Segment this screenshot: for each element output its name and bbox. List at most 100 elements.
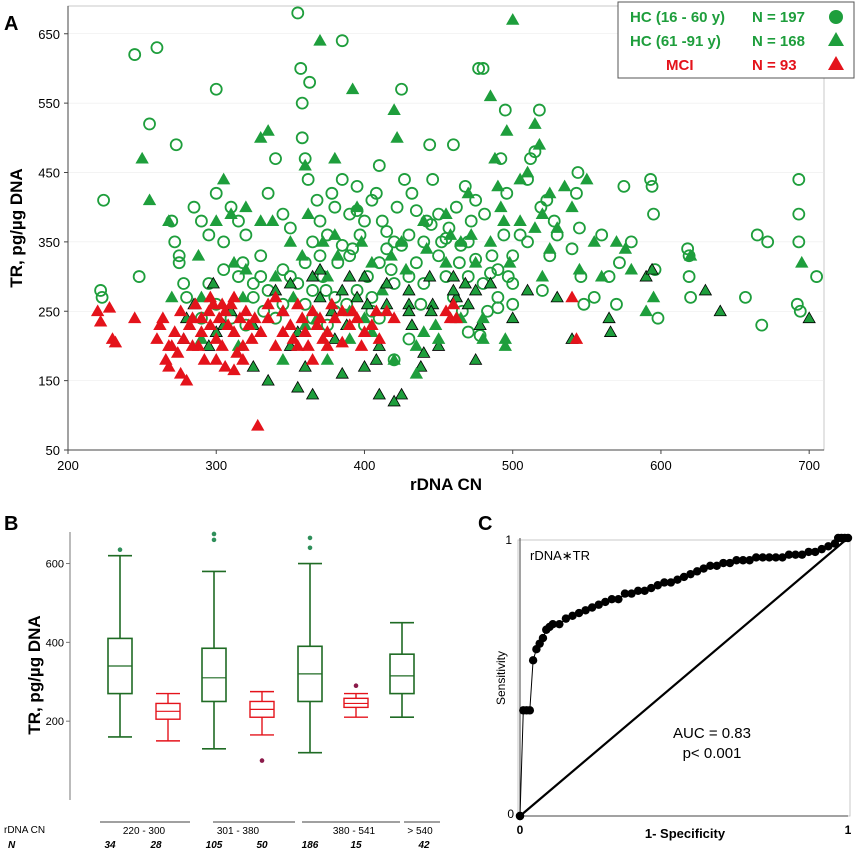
hc-young-point	[513, 228, 527, 242]
group-range-label: > 540	[407, 826, 433, 837]
panel-b-boxplot: 200 400 600 220 - 300 301 - 380 380 - 541 > 5…	[4, 531, 440, 851]
hc-old-point	[503, 255, 517, 268]
hc-young-point	[306, 284, 319, 297]
hc-old-point	[402, 304, 416, 317]
hc-young-point	[506, 277, 520, 290]
hc-young-point	[750, 228, 764, 242]
mci-point	[153, 318, 167, 331]
hc-young-point	[276, 207, 290, 221]
box-body	[389, 653, 415, 695]
mci-point	[227, 325, 241, 337]
group-n-label: 186	[302, 840, 319, 851]
mci-point	[251, 418, 265, 431]
hc-young-point	[358, 214, 371, 228]
hc-young-point	[395, 82, 408, 96]
hc-old-point	[331, 248, 345, 261]
roc-point	[738, 556, 748, 565]
mci-point	[305, 353, 320, 365]
mci-point	[320, 339, 335, 351]
hc-old-point	[565, 200, 579, 213]
mci-point	[173, 304, 188, 317]
x-tick-label: 600	[650, 458, 672, 473]
mci-point	[215, 339, 229, 351]
hc-young-point	[246, 290, 260, 304]
panel-b-y-tick-label: 600	[46, 559, 64, 571]
hc-young-point	[651, 311, 665, 325]
mci-point	[212, 311, 226, 324]
hc-old-point	[342, 332, 357, 344]
hc-young-point	[577, 297, 591, 311]
hc-young-point	[380, 225, 394, 238]
hc-old-point	[446, 283, 461, 296]
hc-young-point	[682, 249, 696, 263]
hc-young-point	[187, 200, 201, 214]
hc-old-point	[439, 255, 453, 268]
hc-old-point	[580, 172, 594, 185]
roc-point	[601, 597, 610, 607]
mci-point	[380, 304, 394, 317]
mci-point	[261, 311, 275, 324]
hc-old-point	[350, 200, 364, 213]
roc-point	[745, 556, 754, 565]
mci-point	[156, 311, 170, 324]
mci-point	[276, 325, 290, 337]
hc-young-point	[95, 290, 109, 304]
hc-young-point	[647, 207, 660, 221]
hc-old-point	[500, 124, 514, 136]
hc-old-point	[417, 214, 431, 226]
mci-point	[215, 297, 229, 310]
hc-old-point	[439, 207, 453, 220]
y-tick-label: 650	[38, 27, 60, 42]
mci-point	[565, 290, 579, 303]
hc-old-point	[328, 332, 342, 344]
roc-point	[824, 542, 833, 551]
hc-young-point	[610, 297, 623, 311]
hc-young-point	[195, 214, 208, 228]
hc-young-point	[217, 263, 231, 277]
mci-point	[171, 346, 185, 358]
hc-young-point	[172, 249, 186, 263]
hc-old-point	[443, 228, 458, 240]
hc-old-point	[354, 235, 369, 247]
hc-young-point	[303, 75, 317, 89]
hc-old-point	[414, 359, 428, 372]
hc-old-point	[498, 339, 512, 351]
roc-point	[627, 589, 636, 598]
legend-label-hc-young: HC (16 - 60 y)	[630, 9, 725, 26]
hc-old-point	[375, 283, 389, 296]
roc-point	[778, 553, 787, 562]
mci-point	[188, 297, 203, 310]
hc-old-point	[320, 269, 335, 282]
auc-annotation: AUC = 0.83	[673, 725, 751, 742]
hc-young-point	[306, 235, 319, 249]
y-tick-label: 250	[38, 304, 60, 319]
hc-old-point	[142, 193, 157, 206]
panel-b-y-tick-label: 400	[46, 637, 64, 649]
hc-young-point	[301, 173, 315, 186]
mci-point	[298, 325, 312, 337]
mci-point	[221, 318, 235, 331]
hc-young-point	[254, 270, 268, 283]
hc-young-point	[295, 96, 309, 110]
hc-old-point	[431, 339, 446, 351]
hc-young-point	[645, 179, 659, 193]
hc-young-point	[143, 117, 156, 131]
hc-old-point	[236, 290, 250, 303]
mci-point	[387, 311, 401, 324]
hc-old-point	[246, 359, 260, 372]
roc-point	[817, 544, 826, 554]
panel-c-ylabel: Sensitivity	[494, 651, 508, 705]
hc-old-point	[265, 214, 280, 226]
hc-old-point	[802, 311, 816, 324]
hc-young-point	[409, 204, 423, 218]
legend-circle-marker	[829, 10, 843, 24]
hc-old-point	[202, 339, 216, 351]
hc-young-point	[684, 290, 697, 304]
hc-old-point	[713, 304, 727, 317]
mci-point	[182, 318, 197, 331]
box-body	[201, 647, 227, 703]
hc-young-point	[232, 270, 245, 283]
hc-old-point	[468, 353, 483, 365]
mci-point	[185, 311, 200, 324]
roc-point	[525, 706, 535, 715]
